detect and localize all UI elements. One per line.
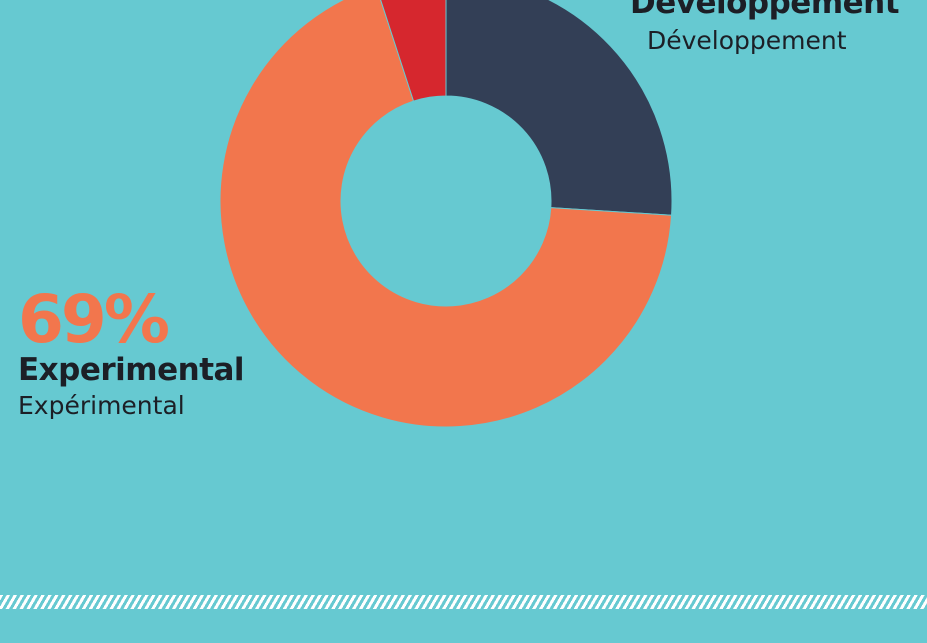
striped-divider (0, 595, 927, 609)
experimental-percent: 69% (18, 281, 170, 358)
experimental-label-group: 69% Experimental Expérimental (18, 281, 245, 420)
donut-slice-experimental (219, 0, 673, 428)
donut-slice-developpement (445, 0, 673, 216)
donut-slice-segment-2 (380, 0, 447, 102)
experimental-name-fr: Expérimental (18, 391, 185, 420)
developpement-name-fr: Développement (647, 26, 847, 55)
developpement-label-group: Developpement Développement (630, 0, 900, 55)
experimental-name-en: Experimental (18, 352, 245, 388)
developpement-name-en: Developpement (630, 0, 900, 21)
donut-slices (219, 0, 673, 428)
